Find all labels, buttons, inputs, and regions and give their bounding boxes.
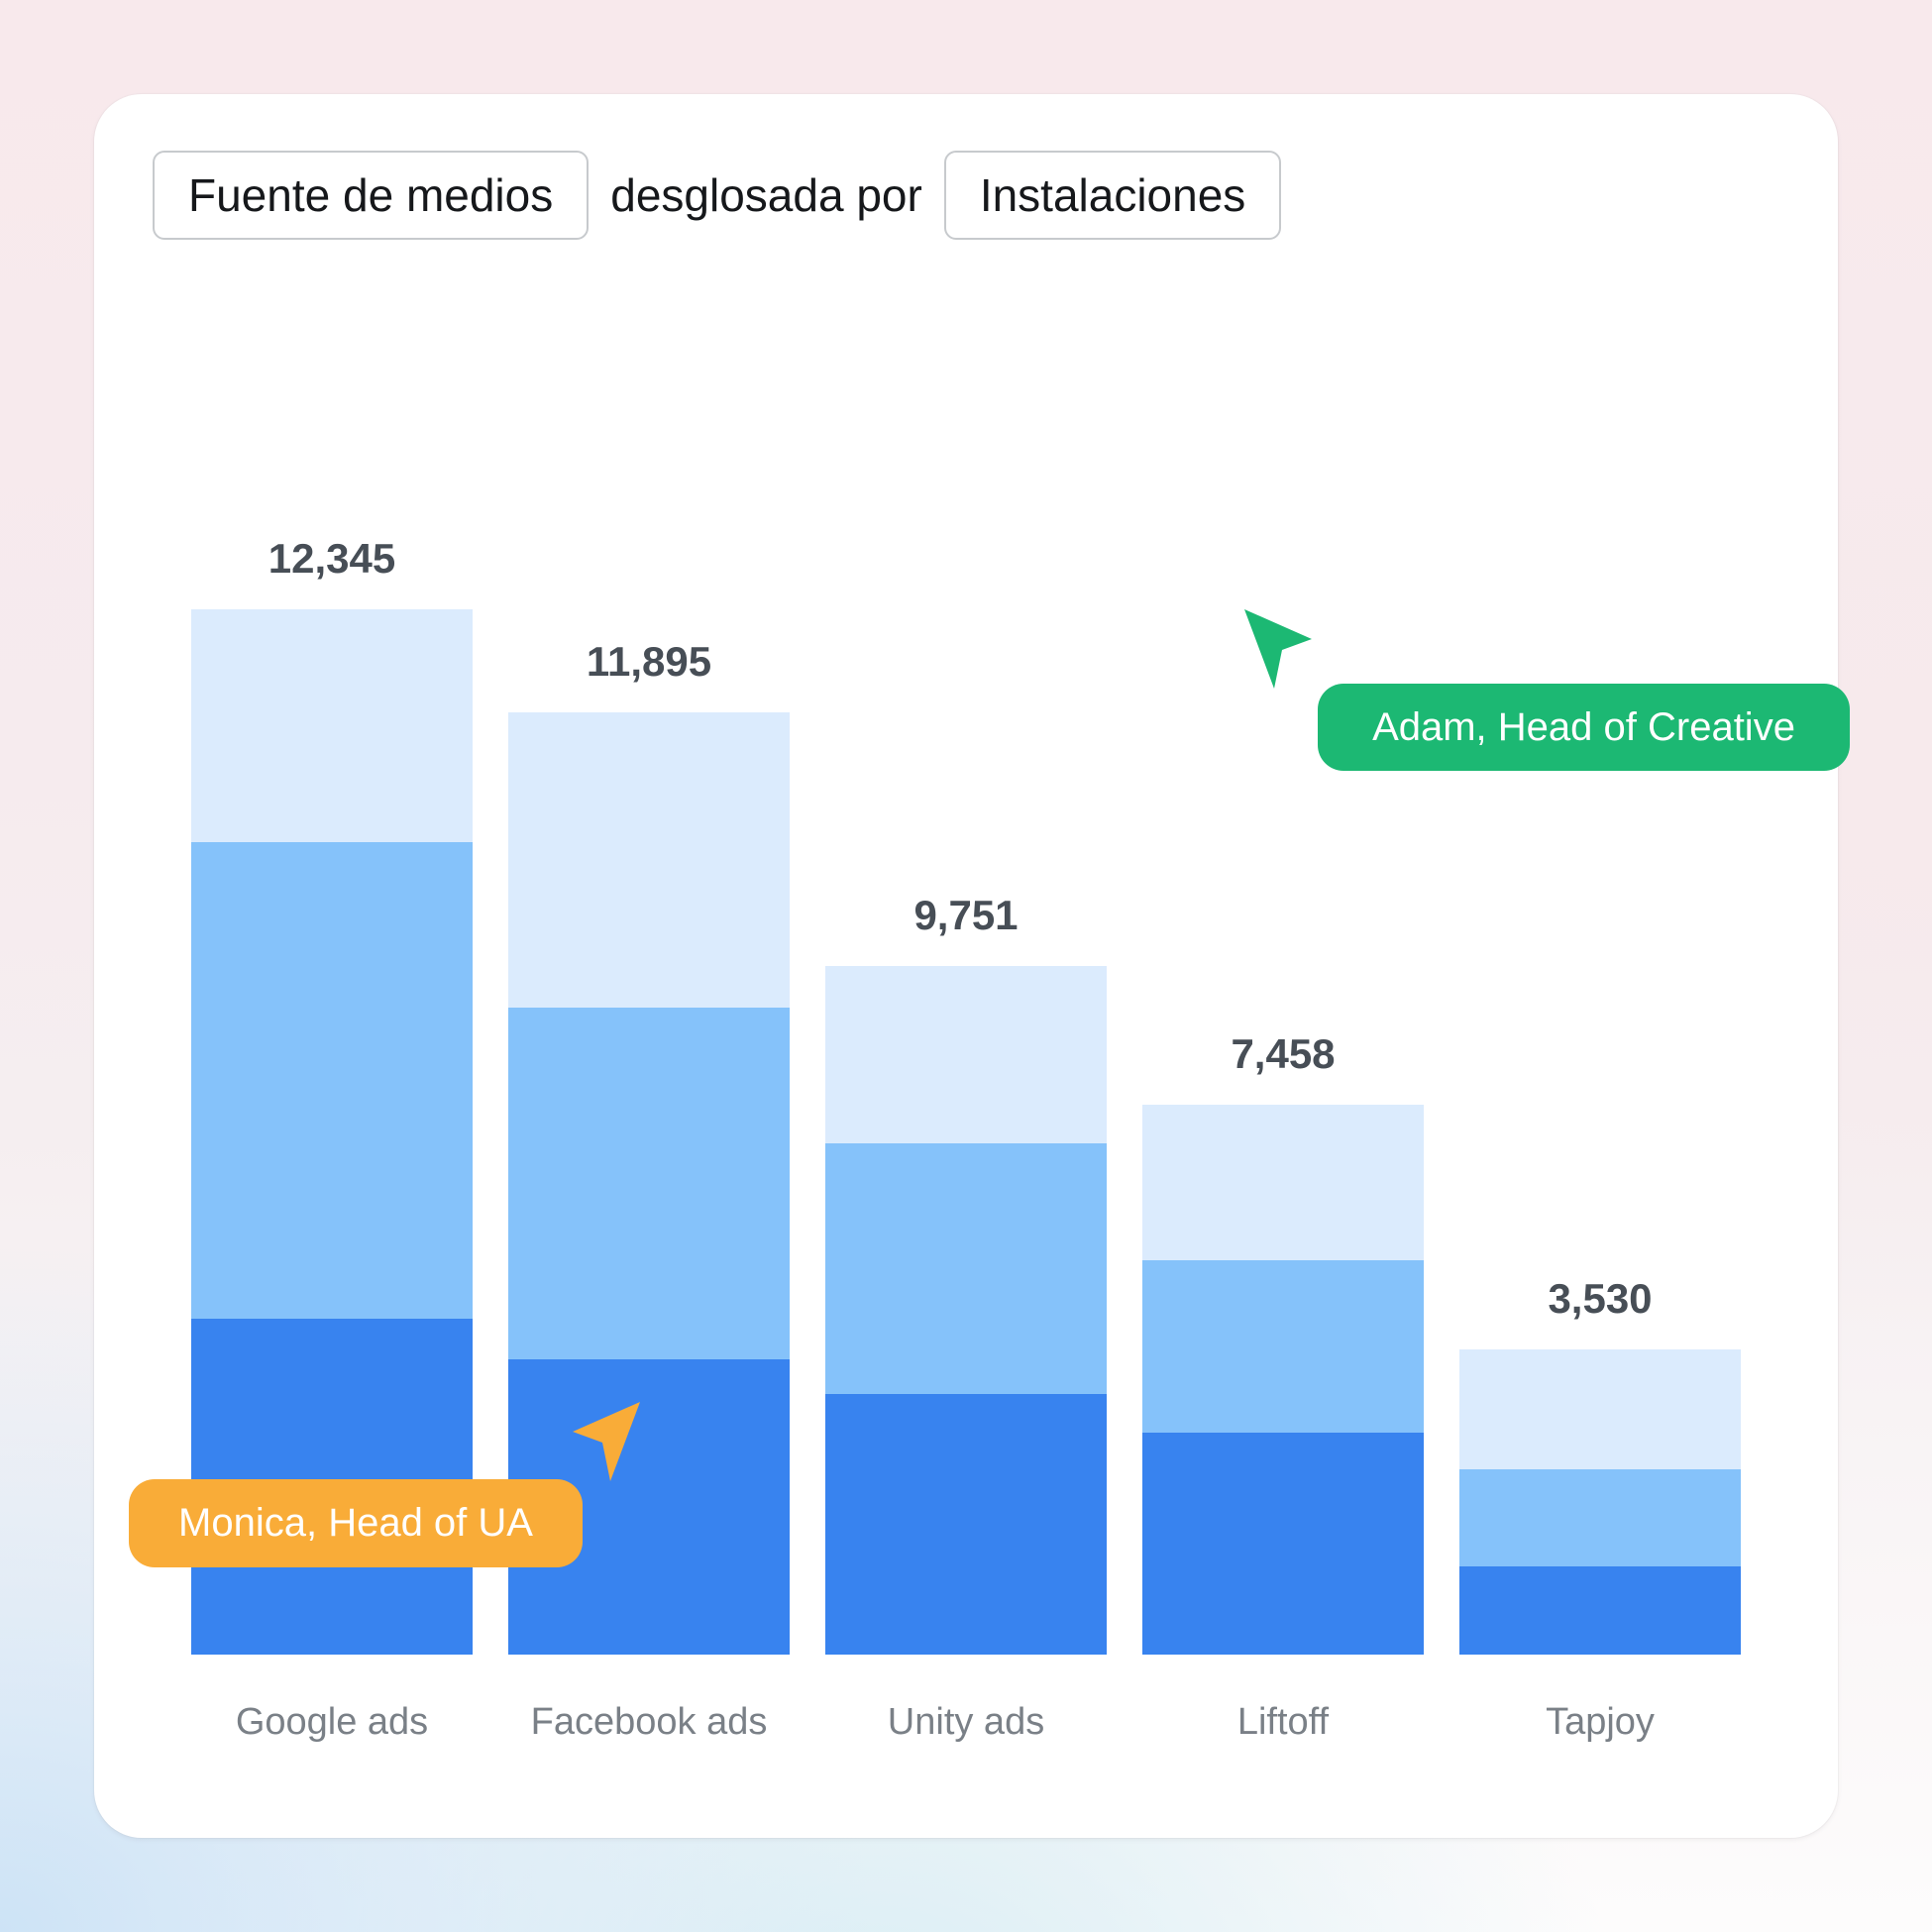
- installs-top-segment[interactable]: [1142, 1105, 1424, 1260]
- bar-total-label: 11,895: [586, 638, 712, 685]
- installs-middle-segment[interactable]: [508, 1008, 790, 1359]
- installs-middle-segment[interactable]: [191, 842, 473, 1319]
- bar-unity-ads[interactable]: 9,751 Unity ads: [825, 892, 1107, 1743]
- installs-top-segment[interactable]: [1459, 1349, 1741, 1469]
- bar-total-label: 12,345: [268, 535, 396, 582]
- category-label: Tapjoy: [1546, 1701, 1655, 1743]
- bar-total-label: 7,458: [1231, 1030, 1336, 1077]
- monica-annotation-badge: Monica, Head of UA: [129, 1479, 583, 1567]
- category-label: Unity ads: [887, 1701, 1045, 1743]
- installs-bottom-segment[interactable]: [1142, 1433, 1424, 1655]
- installs-top-segment[interactable]: [825, 966, 1107, 1143]
- bar-liftoff[interactable]: 7,458 Liftoff: [1142, 1030, 1424, 1743]
- category-label: Facebook ads: [530, 1701, 768, 1743]
- installs-middle-segment[interactable]: [825, 1143, 1107, 1394]
- installs-bottom-segment[interactable]: [1459, 1566, 1741, 1655]
- chart-title: Fuente de medios desglosada por Instalac…: [153, 151, 1282, 240]
- metric-selector[interactable]: Instalaciones: [943, 151, 1282, 240]
- installs-top-segment[interactable]: [191, 609, 473, 842]
- title-connector-text: desglosada por: [610, 169, 922, 221]
- monica-cursor-icon: [573, 1402, 640, 1481]
- chart-card: Fuente de medios desglosada por Instalac…: [94, 94, 1850, 1838]
- category-label: Liftoff: [1236, 1701, 1330, 1743]
- installs-middle-segment[interactable]: [1142, 1260, 1424, 1433]
- category-label: Google ads: [235, 1701, 429, 1743]
- adam-annotation-badge: Adam, Head of Creative: [1318, 684, 1850, 771]
- installs-bottom-segment[interactable]: [825, 1394, 1107, 1655]
- bar-tapjoy[interactable]: 3,530 Tapjoy: [1459, 1275, 1741, 1743]
- adam-cursor-icon: [1244, 609, 1312, 689]
- dimension-selector[interactable]: Fuente de medios: [153, 151, 590, 240]
- installs-top-segment[interactable]: [508, 712, 790, 1008]
- bar-total-label: 3,530: [1548, 1275, 1653, 1322]
- bar-total-label: 9,751: [913, 892, 1019, 938]
- bar-google-ads[interactable]: 12,345 Google ads: [191, 535, 473, 1743]
- installs-middle-segment[interactable]: [1459, 1469, 1741, 1566]
